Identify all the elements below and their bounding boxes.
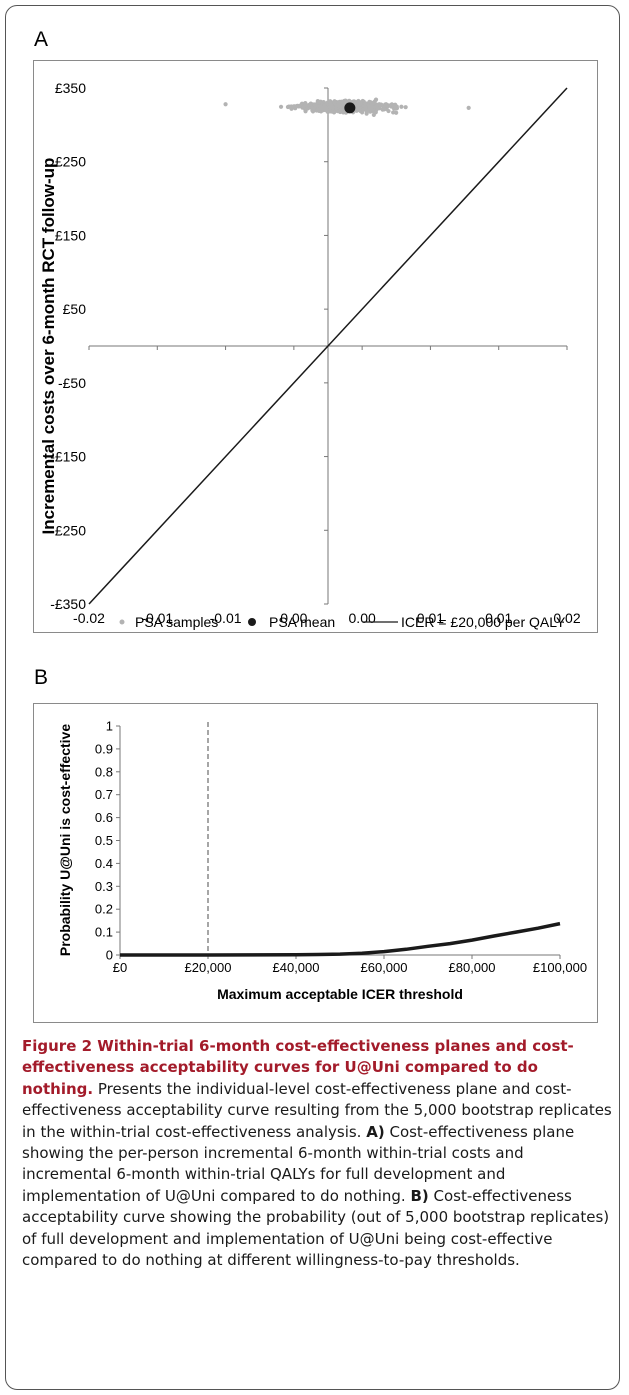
psa-sample-point: [373, 97, 379, 102]
y-tick-label: £350: [55, 80, 86, 96]
panel-b-label: B: [34, 666, 49, 689]
psa-sample-point: [377, 102, 382, 107]
psa-sample-point: [313, 103, 318, 108]
psa-sample-point: [386, 108, 391, 114]
psa-sample-point: [363, 101, 368, 106]
y-tick-label: 0.1: [95, 925, 113, 940]
psa-sample-point: [338, 108, 343, 113]
x-tick-label: £60,000: [361, 960, 408, 975]
psa-sample-point: [370, 104, 375, 110]
caption-a-text: Cost-effectiveness plane showing the per…: [22, 1122, 575, 1205]
psa-sample-point: [323, 108, 329, 113]
psa-sample-point: [356, 102, 361, 107]
y-axis-title: Probability U@Uni is cost-effective: [57, 724, 73, 956]
x-tick-label: -0.01: [210, 610, 242, 626]
x-tick-label: £0: [113, 960, 127, 975]
x-axis-title: Maximum acceptable ICER threshold: [217, 986, 463, 1002]
y-tick-label: 0.2: [95, 902, 113, 917]
y-tick-label: 0.8: [95, 764, 113, 779]
caption-title: Figure 2 Within-trial 6-month cost-effec…: [22, 1037, 574, 1098]
psa-sample-point: [361, 107, 366, 112]
y-tick-label: £250: [55, 154, 86, 170]
psa-sample-point: [391, 102, 396, 108]
y-tick-label: 0.9: [95, 741, 113, 756]
acceptability-curve: 0 0.1 0.2 0.3 0.4 0.5 0.6 0.7 0.8 0.9 1 £0 £20,000 £4…: [57, 719, 587, 1003]
figure-frame: [5, 5, 620, 1390]
y-tick-label: £150: [55, 227, 86, 243]
psa-sample-point: [391, 106, 396, 111]
psa-sample-point: [294, 103, 300, 109]
panel-b-chart-box: 0 0.1 0.2 0.3 0.4 0.5 0.6 0.7 0.8 0.9 1 £0 £20,000 £4…: [33, 703, 598, 1023]
panel-a-label: A: [34, 28, 49, 51]
y-tick-label: £50: [63, 301, 87, 317]
legend-icer-label: ICER = £20,000 per QALY: [401, 614, 566, 630]
psa-sample-point: [326, 99, 332, 105]
ceac-curve: [120, 921, 561, 957]
psa-sample-point: [316, 100, 321, 105]
psa-sample-point: [383, 103, 388, 108]
y-tick-label: 0.5: [95, 833, 113, 848]
legend-samples-label: PSA samples: [135, 614, 218, 630]
legend-mean-label: PSA mean: [269, 614, 335, 630]
x-tick-label: £100,000: [533, 960, 587, 975]
psa-mean-point: [344, 102, 356, 114]
x-tick-label: 0.02: [553, 610, 580, 626]
psa-sample-point: [391, 110, 396, 115]
y-tick-label: -£150: [50, 449, 86, 465]
legend-mean-marker: [248, 618, 256, 626]
y-tick-label: 1: [106, 719, 113, 734]
psa-sample-point: [374, 104, 379, 109]
psa-sample-point: [380, 107, 385, 112]
psa-sample-point: [308, 101, 313, 106]
caption-body: Presents the individual-level cost-effec…: [22, 1079, 612, 1141]
y-tick-label: 0.3: [95, 879, 113, 894]
psa-sample-point: [394, 110, 399, 115]
psa-sample-point: [291, 104, 296, 109]
y-tick-label: 0.6: [95, 810, 113, 825]
psa-sample-point: [311, 106, 317, 111]
caption-b-label: B): [410, 1186, 429, 1205]
x-tick-label: -0.02: [73, 610, 105, 626]
icer-threshold-line: [88, 87, 568, 605]
x-tick-label: 0.00: [349, 610, 376, 626]
panel-a-chart-box: £350 £250 £150 £50 -£50 -£150 -£250 -£350 -0.02 -…: [33, 60, 598, 649]
y-tick-label: -£350: [50, 596, 86, 612]
caption-b-text: Cost-effectiveness acceptability curve s…: [22, 1186, 610, 1270]
x-tick-label: £20,000: [185, 960, 232, 975]
y-tick-label: 0: [106, 948, 113, 963]
y-tick-label: 0.4: [95, 856, 113, 871]
y-tick-label: -£250: [50, 522, 86, 538]
psa-sample-point: [364, 111, 369, 116]
psa-sample-point: [223, 102, 228, 107]
psa-sample-point: [318, 104, 323, 109]
psa-sample-point: [301, 104, 306, 109]
cost-effectiveness-plane: £350 £250 £150 £50 -£50 -£150 -£250 -£350-0.02 -…: [39, 80, 581, 649]
psa-sample-point: [328, 104, 333, 109]
psa-sample-point: [466, 105, 471, 111]
psa-sample-point: [368, 100, 373, 105]
psa-sample-point: [278, 104, 284, 109]
caption-a-label: A): [366, 1122, 385, 1141]
y-tick-label: -£50: [58, 375, 86, 391]
psa-sample-point: [403, 105, 408, 110]
x-tick-label: £40,000: [273, 960, 320, 975]
y-tick-label: 0.7: [95, 787, 113, 802]
x-tick-label: 0.01: [417, 610, 444, 626]
psa-sample-point: [286, 104, 292, 109]
y-axis-title: Incremental costs over 6-month RCT follo…: [39, 158, 58, 535]
x-tick-label: -0.01: [141, 610, 173, 626]
x-tick-label: 0.01: [485, 610, 512, 626]
psa-sample-point: [399, 104, 404, 109]
figure-caption: Figure 2 Within-trial 6-month cost-effec…: [22, 1036, 612, 1271]
x-tick-label: 0.00: [280, 610, 307, 626]
legend-samples-marker: [119, 619, 125, 625]
psa-sample-point: [299, 101, 305, 106]
x-axis-title: Incremental QALYs over 6-month RCT follo…: [134, 630, 522, 632]
psa-sample-point: [322, 103, 327, 108]
x-tick-label: £80,000: [449, 960, 496, 975]
psa-sample-point: [338, 103, 343, 108]
